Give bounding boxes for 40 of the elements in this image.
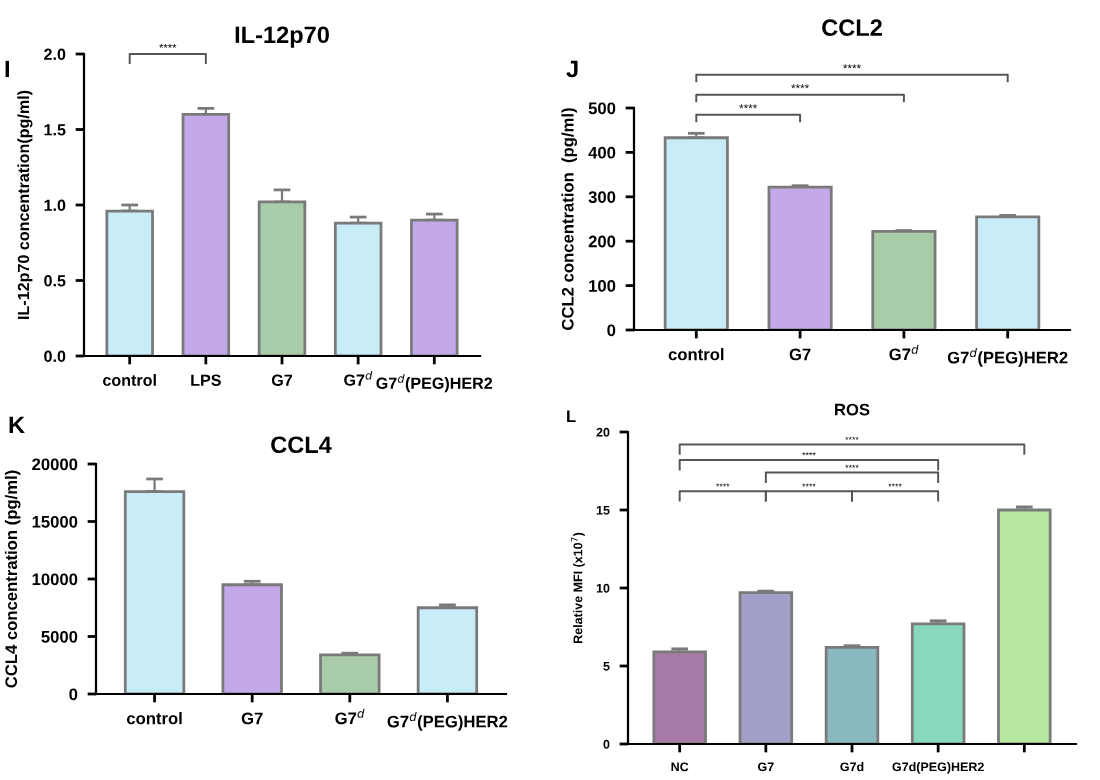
text: I (5, 60, 9, 78)
x-tick-label: G7 (241, 712, 263, 725)
x-tick-label: G7$^{d}$(PEG)HER2 (947, 348, 1068, 367)
y-tick-label: 20000 (32, 458, 78, 471)
y-tick-label: 500 (588, 102, 616, 115)
x-tick-label: G7 (271, 374, 293, 386)
y-tick-label: 0 (607, 324, 616, 337)
y-tick-label: 5000 (41, 630, 78, 643)
y-tick-label: 1.5 (44, 124, 66, 136)
x-tick-label: G7$^{d}$(PEG)HER2 (376, 374, 493, 393)
y-tick-label: 1.0 (44, 199, 66, 211)
y-axis-title: IL-12p70 concentration(pg/ml) (17, 90, 33, 319)
text: L (567, 410, 576, 423)
y-tick-label: 0.5 (44, 275, 66, 287)
chart-title: CCL4 (271, 436, 332, 454)
x-tick-label: G7 (789, 348, 811, 361)
y-tick-label: 400 (588, 146, 616, 159)
x-tick-label: control (103, 374, 156, 386)
y-tick-label: 200 (588, 235, 616, 248)
y-axis-title: CCL2 concentration (pg/ml) (561, 108, 578, 330)
y-axis-title: CCL4 concentration (pg/ml) (4, 470, 21, 688)
text: J (566, 60, 578, 78)
y-tick-label: 15000 (32, 515, 78, 528)
y-tick-label: 0.0 (44, 350, 66, 362)
chart-title: IL-12p70 (235, 26, 329, 48)
x-tick-label: G7$^{d}$ (344, 370, 373, 386)
chart-title: CCL2 (822, 19, 882, 37)
y-tick-label: 2.0 (44, 48, 66, 60)
y-tick-label: 100 (589, 280, 616, 292)
x-tick-label: control (668, 348, 724, 361)
chart-title: ROS (835, 403, 870, 416)
x-tick-label: G7$^{d}$ (889, 344, 919, 361)
y-tick-label: 0 (69, 688, 78, 701)
text: K (9, 416, 25, 434)
x-tick-label: G7$^{d}$ (335, 708, 365, 725)
y-tick-label: 10000 (32, 573, 78, 586)
y-tick-label: 300 (588, 191, 616, 204)
x-tick-label: LPS (191, 374, 221, 386)
x-tick-label: control (126, 712, 182, 725)
x-tick-label: G7$^{d}$(PEG)HER2 (387, 712, 508, 731)
